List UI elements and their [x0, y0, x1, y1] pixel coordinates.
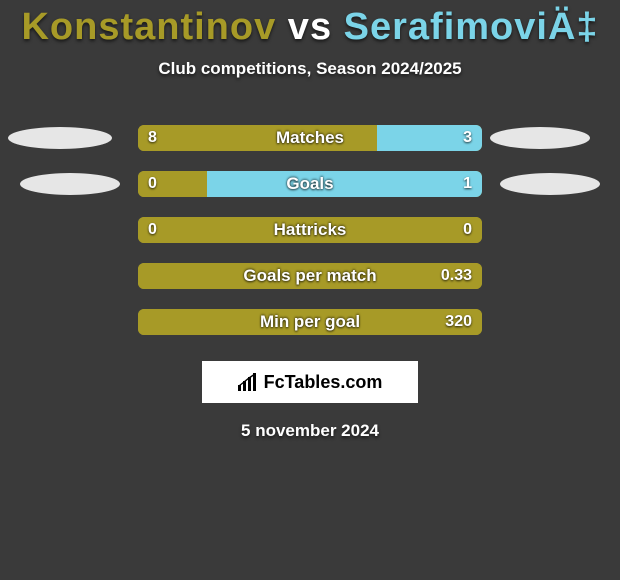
title-player2: SerafimoviÄ‡ — [344, 6, 599, 48]
stat-value-right: 0 — [463, 207, 472, 253]
logo-box: FcTables.com — [202, 361, 418, 403]
date: 5 november 2024 — [0, 421, 620, 441]
page-title: Konstantinov vs SerafimoviÄ‡ — [0, 0, 620, 49]
avatar-placeholder-left — [20, 173, 120, 195]
stat-value-right: 3 — [463, 115, 472, 161]
subtitle: Club competitions, Season 2024/2025 — [0, 59, 620, 79]
bar-left — [138, 263, 482, 289]
stat-row: Goals per match0.33 — [0, 253, 620, 299]
avatar-placeholder-right — [500, 173, 600, 195]
bar-track — [138, 263, 482, 289]
title-vs: vs — [276, 6, 343, 48]
bar-track — [138, 217, 482, 243]
stat-value-right: 0.33 — [441, 253, 472, 299]
stat-row: Hattricks00 — [0, 207, 620, 253]
bar-track — [138, 171, 482, 197]
stat-value-left: 0 — [148, 161, 157, 207]
bar-track — [138, 309, 482, 335]
bar-right — [207, 171, 482, 197]
bar-track — [138, 125, 482, 151]
stat-value-right: 1 — [463, 161, 472, 207]
avatar-placeholder-right — [490, 127, 590, 149]
stat-value-left: 0 — [148, 207, 157, 253]
logo-text: FcTables.com — [264, 372, 383, 393]
title-player1: Konstantinov — [21, 6, 276, 48]
comparison-chart: Matches83Goals01Hattricks00Goals per mat… — [0, 115, 620, 345]
stat-value-left: 8 — [148, 115, 157, 161]
bars-icon — [238, 373, 260, 391]
stat-row: Min per goal320 — [0, 299, 620, 345]
bar-left — [138, 217, 482, 243]
bar-left — [138, 309, 482, 335]
avatar-placeholder-left — [8, 127, 112, 149]
stat-row: Goals01 — [0, 161, 620, 207]
logo: FcTables.com — [238, 372, 383, 393]
stat-row: Matches83 — [0, 115, 620, 161]
stat-value-right: 320 — [445, 299, 472, 345]
bar-left — [138, 125, 377, 151]
